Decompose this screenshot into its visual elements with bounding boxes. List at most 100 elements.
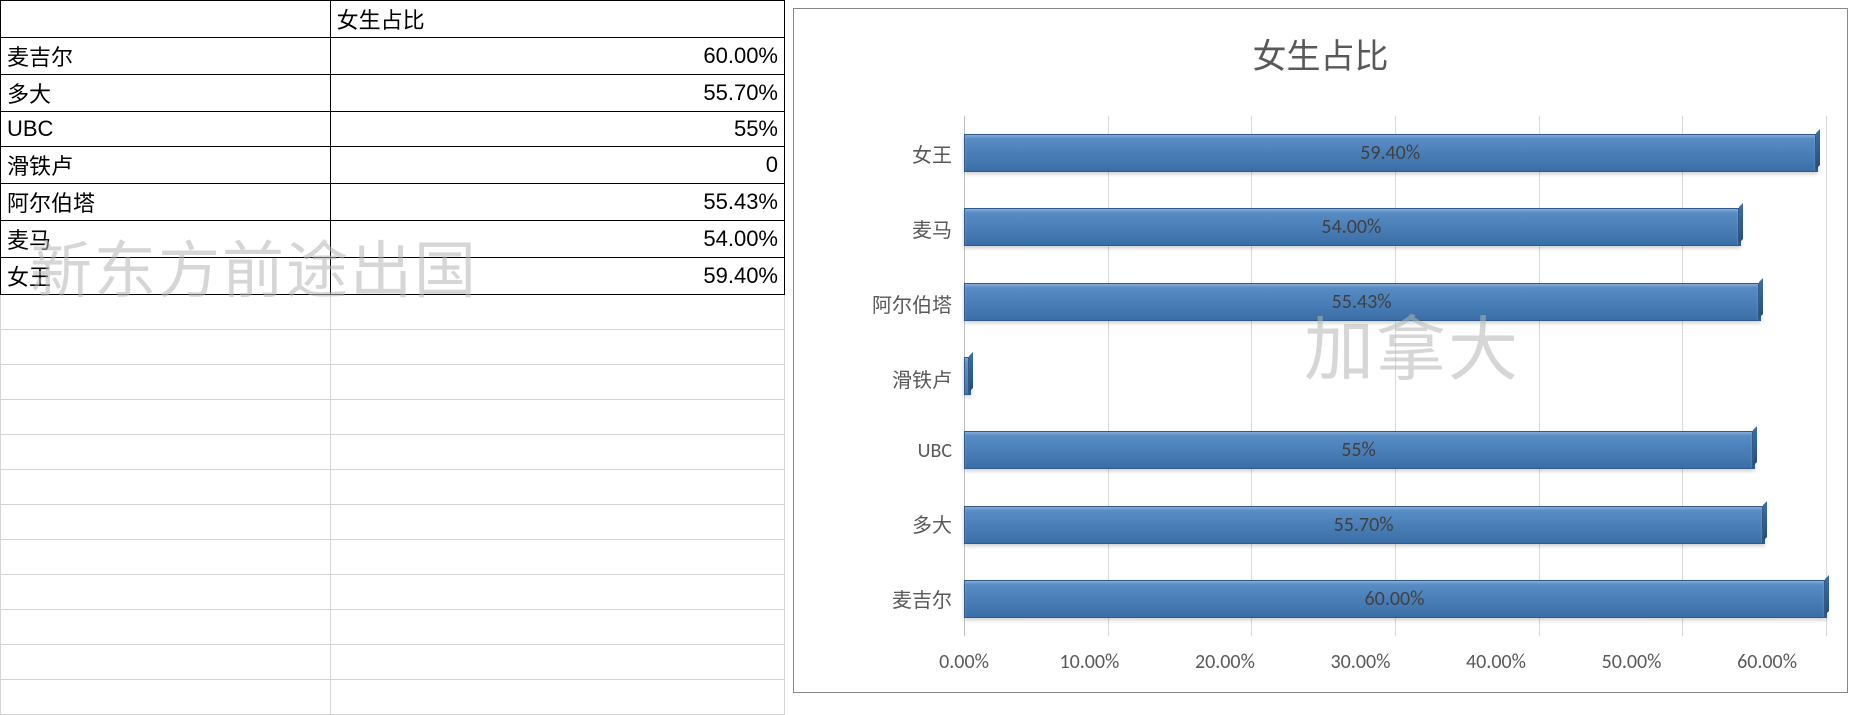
chart-bar-row <box>964 357 1827 395</box>
chart-bars: 59.40% 54.00% 55.43% 55% 55.70% 60.00% <box>964 116 1827 636</box>
data-cell[interactable]: UBC <box>1 112 331 147</box>
empty-cell[interactable] <box>330 295 784 330</box>
table-row[interactable]: 麦马 54.00% <box>1 221 785 258</box>
chart-bar-row: 55.70% <box>964 506 1827 544</box>
chart-title: 女生占比 <box>814 29 1827 78</box>
chart-plot-area: 女王 麦马 阿尔伯塔 滑铁卢 UBC 多大 麦吉尔 59.40%54. <box>814 116 1827 636</box>
table-row[interactable] <box>1 680 785 715</box>
table-row[interactable] <box>1 610 785 645</box>
chart-bar-row: 59.40% <box>964 134 1827 172</box>
data-cell[interactable]: 60.00% <box>330 38 784 75</box>
table-row[interactable] <box>1 400 785 435</box>
chart-bar-label: 55.43% <box>1332 290 1392 314</box>
empty-cell[interactable] <box>330 610 784 645</box>
x-axis-tick: 60.00% <box>1737 650 1797 674</box>
empty-cell[interactable] <box>1 610 331 645</box>
data-cell[interactable]: 54.00% <box>330 221 784 258</box>
table-row[interactable] <box>1 330 785 365</box>
chart-bar-row: 60.00% <box>964 580 1827 618</box>
data-cell[interactable]: 滑铁卢 <box>1 147 331 184</box>
empty-cell[interactable] <box>1 400 331 435</box>
empty-cell[interactable] <box>330 365 784 400</box>
chart-bar-label: 54.00% <box>1321 215 1381 239</box>
table-row[interactable]: 女生占比 <box>1 1 785 38</box>
table-row[interactable]: UBC 55% <box>1 112 785 147</box>
empty-cell[interactable] <box>1 645 331 680</box>
data-cell[interactable]: 0 <box>330 147 784 184</box>
empty-cell[interactable] <box>1 435 331 470</box>
x-axis-tick: 20.00% <box>1195 650 1255 674</box>
chart-bar[interactable] <box>964 357 971 395</box>
empty-cell[interactable] <box>330 400 784 435</box>
chart-section: 女生占比 女王 麦马 阿尔伯塔 滑铁卢 UBC 多大 麦吉尔 <box>785 0 1856 701</box>
empty-cell[interactable] <box>1 295 331 330</box>
empty-cell[interactable] <box>1 330 331 365</box>
empty-cell[interactable] <box>1 470 331 505</box>
data-cell[interactable]: 55% <box>330 112 784 147</box>
empty-cell[interactable] <box>1 680 331 715</box>
table-row[interactable]: 女王 59.40% <box>1 258 785 295</box>
column-header[interactable]: 女生占比 <box>330 1 784 38</box>
data-cell[interactable]: 59.40% <box>330 258 784 295</box>
table-row[interactable] <box>1 505 785 540</box>
empty-cell[interactable] <box>330 330 784 365</box>
chart-bar-label: 55.70% <box>1334 513 1394 537</box>
table-row[interactable] <box>1 295 785 330</box>
x-axis-tick: 0.00% <box>939 650 989 674</box>
data-cell[interactable]: 麦吉尔 <box>1 38 331 75</box>
data-cell[interactable]: 多大 <box>1 75 331 112</box>
empty-cell[interactable] <box>330 680 784 715</box>
empty-cell[interactable] <box>1 365 331 400</box>
empty-cell[interactable] <box>330 575 784 610</box>
table-row[interactable]: 麦吉尔 60.00% <box>1 38 785 75</box>
table-row[interactable]: 阿尔伯塔 55.43% <box>1 184 785 221</box>
chart-bar[interactable]: 54.00% <box>964 208 1741 246</box>
y-axis-label: UBC <box>814 439 952 463</box>
y-axis-label: 滑铁卢 <box>814 364 952 393</box>
data-cell[interactable]: 麦马 <box>1 221 331 258</box>
x-axis-tick: 30.00% <box>1331 650 1391 674</box>
table-row[interactable]: 多大 55.70% <box>1 75 785 112</box>
chart-bars-region: 59.40% 54.00% 55.43% 55% 55.70% 60.00% <box>964 116 1827 636</box>
chart-bar-row: 55% <box>964 431 1827 469</box>
empty-cell[interactable] <box>1 505 331 540</box>
empty-cell[interactable] <box>330 645 784 680</box>
data-cell[interactable]: 55.43% <box>330 184 784 221</box>
y-axis-label: 多大 <box>814 509 952 538</box>
data-cell[interactable]: 阿尔伯塔 <box>1 184 331 221</box>
y-axis-label: 女王 <box>814 139 952 168</box>
table-row[interactable] <box>1 365 785 400</box>
chart-bar[interactable]: 55.70% <box>964 506 1765 544</box>
table-row[interactable] <box>1 575 785 610</box>
table-row[interactable] <box>1 645 785 680</box>
y-axis-label: 麦马 <box>814 214 952 243</box>
chart-container[interactable]: 女生占比 女王 麦马 阿尔伯塔 滑铁卢 UBC 多大 麦吉尔 <box>793 8 1848 693</box>
empty-cell[interactable] <box>330 470 784 505</box>
chart-bar[interactable]: 55% <box>964 431 1755 469</box>
chart-bar[interactable]: 55.43% <box>964 283 1761 321</box>
x-axis-tick: 10.00% <box>1059 650 1119 674</box>
data-cell[interactable] <box>1 1 331 38</box>
x-axis-tick: 40.00% <box>1466 650 1526 674</box>
empty-cell[interactable] <box>330 435 784 470</box>
chart-bar[interactable]: 59.40% <box>964 134 1818 172</box>
table-row[interactable] <box>1 435 785 470</box>
data-cell[interactable]: 女王 <box>1 258 331 295</box>
table-row[interactable] <box>1 470 785 505</box>
spreadsheet-section: 女生占比 麦吉尔 60.00% 多大 55.70% UBC 55% 滑铁卢 0 … <box>0 0 785 701</box>
chart-bar[interactable]: 60.00% <box>964 580 1827 618</box>
chart-x-axis: 0.00% 10.00% 20.00% 30.00% 40.00% 50.00%… <box>964 650 1827 674</box>
table-row[interactable] <box>1 540 785 575</box>
chart-bar-label: 55% <box>1341 438 1376 462</box>
empty-cell[interactable] <box>1 575 331 610</box>
empty-cell[interactable] <box>1 540 331 575</box>
x-axis-tick: 50.00% <box>1602 650 1662 674</box>
chart-bar-label: 60.00% <box>1365 587 1425 611</box>
chart-y-axis: 女王 麦马 阿尔伯塔 滑铁卢 UBC 多大 麦吉尔 <box>814 116 964 636</box>
empty-cell[interactable] <box>330 540 784 575</box>
empty-cell[interactable] <box>330 505 784 540</box>
chart-bar-label: 59.40% <box>1360 141 1420 165</box>
table-row[interactable]: 滑铁卢 0 <box>1 147 785 184</box>
data-cell[interactable]: 55.70% <box>330 75 784 112</box>
data-table[interactable]: 女生占比 麦吉尔 60.00% 多大 55.70% UBC 55% 滑铁卢 0 … <box>0 0 785 715</box>
